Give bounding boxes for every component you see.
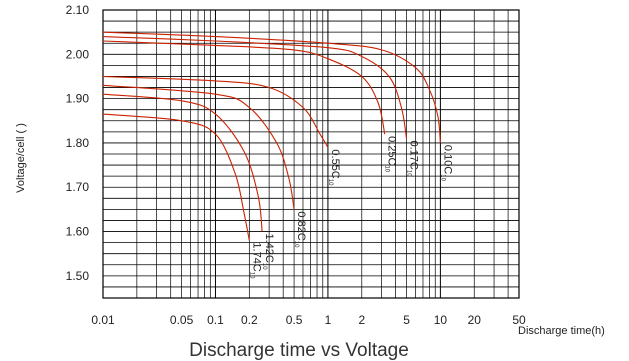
y-axis-title: Voltage/cell ( ) [15,123,27,193]
curve-label: 0.17C10 [406,141,420,178]
series-line [102,40,386,135]
curve-label-text: 1.74C10 [248,242,262,279]
y-tick-label: 2.00 [66,47,90,61]
x-tick-label: 10 [434,313,448,327]
series-line [102,84,295,210]
x-tick-label: 20 [468,313,482,327]
grid-major-lines [103,9,519,299]
curve-label-layer: 0.10C10 0.17C10 0.25C10 0.55C10 0.82C10 1.42C… [248,136,453,279]
x-axis-title: Discharge time(h) [518,325,605,337]
curve-label-text: 1.42C10 [261,234,275,271]
x-tick-label: 0.05 [170,313,194,327]
y-tick-label: 1.90 [66,92,90,106]
curve-label: 1.74C10 [248,242,262,279]
curve-label-text: 0.55C10 [327,149,341,186]
y-tick-label: 1.80 [66,136,90,150]
curve-label: 0.82C10 [293,211,307,248]
curve-label: 1.42C10 [261,234,275,271]
curve-label-subscript: 10 [406,170,412,177]
series-layer [102,31,441,241]
curve-label: 0.10C10 [439,145,453,182]
curve-label-subscript: 10 [248,272,254,279]
series-line [102,93,263,232]
y-tick-label: 1.60 [66,225,90,239]
curve-label-text: 0.25C10 [384,136,398,173]
series-line [102,36,408,139]
curve-label-subscript: 10 [327,179,333,186]
series-line [102,31,441,143]
curve-label-subscript: 10 [261,263,267,270]
curve-label: 0.55C10 [327,149,341,186]
x-tick-label: 0.01 [91,313,115,327]
curve-label-text: 0.82C10 [293,211,307,248]
x-tick-label: 0.1 [207,313,224,327]
curve-label-subscript: 10 [384,165,390,172]
series-line [102,113,250,241]
y-tick-label: 1.50 [66,269,90,283]
series-line [102,75,329,148]
x-tick-label: 50 [512,313,526,327]
chart-title: Discharge time vs Voltage [189,340,409,361]
y-tick-label: 2.10 [66,3,90,17]
x-tick-label: 1 [325,313,332,327]
curve-label-text: 0.10C10 [439,145,453,182]
curve-label-subscript: 10 [293,241,299,248]
curve-label: 0.25C10 [384,136,398,173]
plot-frame [102,9,520,299]
curve-label-text: 0.17C10 [406,141,420,178]
x-tick-label: 0.2 [241,313,258,327]
y-tick-label: 1.70 [66,180,90,194]
x-tick-labels: 0.01 0.05 0.1 0.2 0.5 1 2 5 10 20 50 [91,313,526,327]
x-tick-label: 5 [403,313,410,327]
y-tick-labels: 2.10 2.00 1.90 1.80 1.70 1.60 1.50 [66,3,90,283]
x-tick-label: 2 [358,313,365,327]
curve-label-subscript: 10 [439,174,445,181]
x-tick-label: 0.5 [286,313,303,327]
